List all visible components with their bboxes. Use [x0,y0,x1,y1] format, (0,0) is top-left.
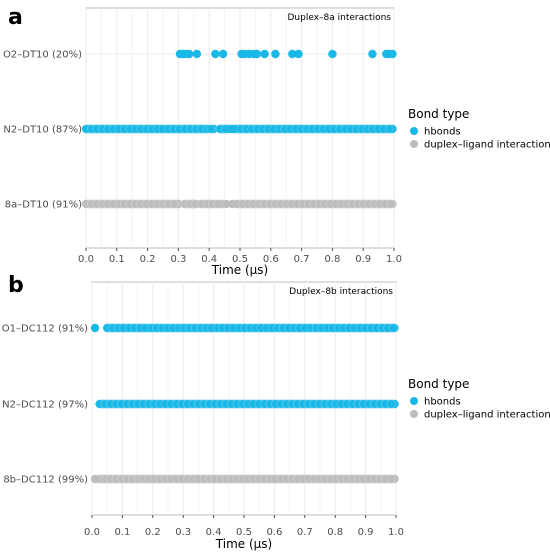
panel-letter: a [8,5,23,30]
legend-label: hbonds [424,127,461,138]
legend-label: duplex–ligand interactions [424,140,550,151]
legend: Bond type hbonds duplex–ligand interaction… [408,377,550,421]
x-tick-label: 0.2 [145,527,161,538]
row-label: O2–DT10 (20%) [3,50,82,61]
x-tick-label: 0.0 [84,527,100,538]
data-point [328,49,337,59]
x-axis-title: Time (µs) [215,537,272,551]
data-point [271,49,280,59]
legend-label: duplex–ligand interactions [424,410,550,421]
x-tick-label: 0.1 [109,254,125,265]
x-tick-label: 0.8 [327,527,343,538]
row-label: N2–DT10 (87%) [3,125,82,136]
data-point [388,49,397,59]
x-tick-label: 0.3 [175,527,191,538]
data-point [213,199,223,209]
data-point [388,323,398,333]
x-tick-label: 0.9 [355,254,371,265]
x-tick-label: 0.9 [358,527,374,538]
data-point [384,124,394,134]
row-label: O1–DC112 (91%) [2,324,88,335]
legend-marker [410,127,418,135]
legend-marker [410,397,418,405]
x-tick-label: 1.0 [388,527,404,538]
x-tick-label: 0.3 [170,254,186,265]
plot-title: Duplex–8a interactions [287,13,391,23]
row-label: 8a–DT10 (91%) [5,200,82,211]
row-label: N2–DC112 (97%) [2,400,88,411]
x-tick-label: 0.8 [324,254,340,265]
x-tick-label: 0.2 [140,254,156,265]
data-point [368,49,377,59]
x-axis-title: Time (µs) [211,263,268,277]
data-point [260,49,269,59]
legend-title: Bond type [408,377,469,391]
data-point [192,49,202,59]
x-tick-label: 0.0 [78,254,94,265]
x-tick-label: 0.1 [114,527,130,538]
panel-letter: b [8,273,24,298]
data-point [90,323,100,333]
plot-title: Duplex–8b interactions [289,287,393,297]
data-point [288,49,297,59]
x-tick-label: 0.6 [263,254,279,265]
data-point [184,49,194,59]
legend-marker [410,410,418,418]
data-point [294,49,303,59]
data-point [211,49,220,59]
data-point [218,49,228,59]
data-point [252,49,262,59]
x-tick-label: 1.0 [386,254,402,265]
legend-label: hbonds [424,397,461,408]
x-tick-label: 0.4 [206,527,222,538]
data-point [386,474,396,484]
x-tick-label: 0.7 [297,527,313,538]
data-point [386,199,396,209]
data-point [228,199,237,209]
data-point [221,199,231,209]
data-point [228,124,237,134]
legend-title: Bond type [408,107,469,121]
data-point [206,124,216,134]
data-point [169,199,179,209]
data-point [386,399,396,409]
x-tick-label: 0.7 [294,254,310,265]
x-tick-label: 0.5 [232,254,248,265]
row-label: 8b–DC112 (99%) [3,475,88,486]
legend-marker [410,140,418,148]
x-tick-label: 0.6 [266,527,282,538]
x-tick-label: 0.4 [201,254,217,265]
panel-b: b 0.0 0.1 0.2 0.3 0.4 0.5 0.6 0.7 0.8 0.9 1.0 Duplex… [2,273,550,551]
data-point [90,474,100,484]
panel-a: a 0.0 0.1 0.2 0.3 0.4 0.5 0.6 0.7 0.8 0.9 1.0 Duplex… [3,5,550,277]
legend: Bond type hbonds duplex–ligand interaction… [408,107,550,151]
x-tick-label: 0.5 [236,527,252,538]
